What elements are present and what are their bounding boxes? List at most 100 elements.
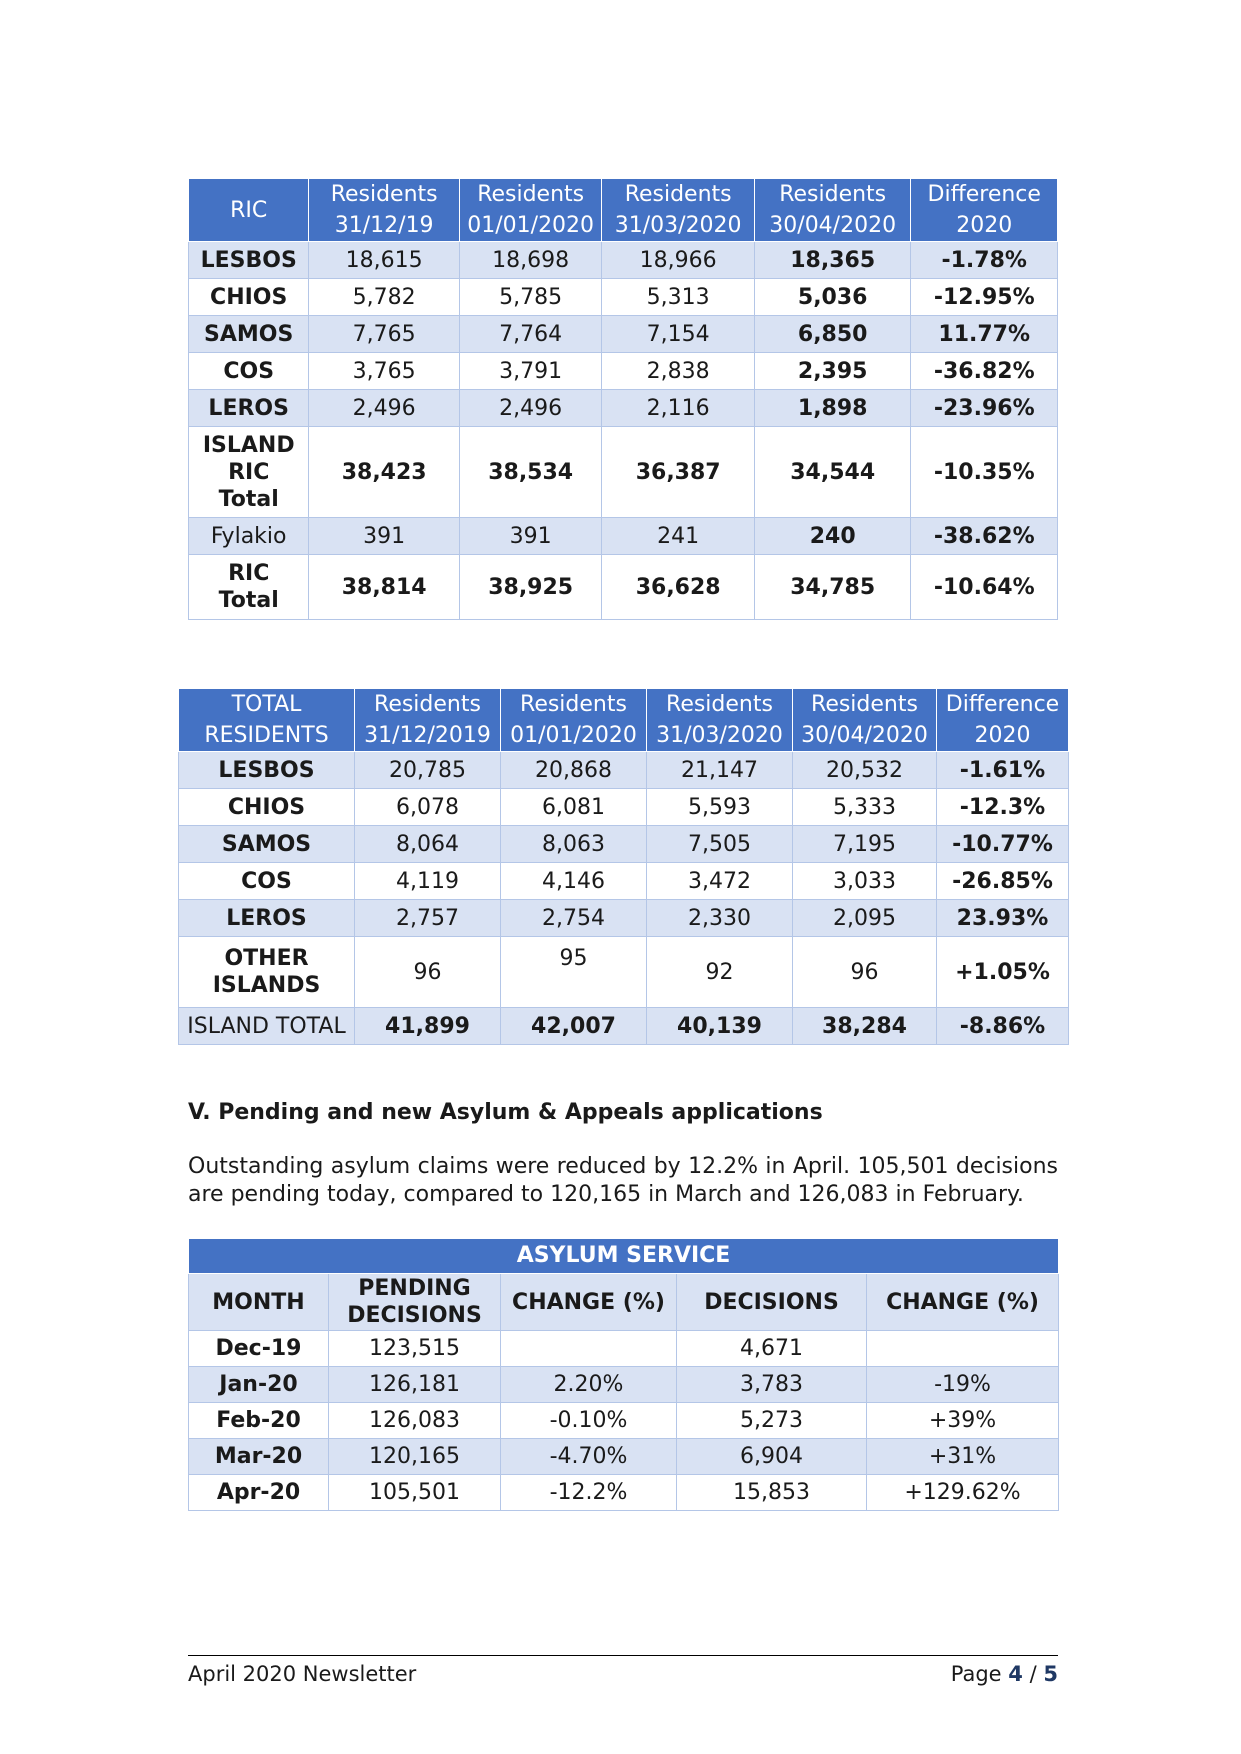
column-header: CHANGE (%): [500, 1273, 677, 1331]
table-row: LESBOS 20,785 20,868 21,147 20,532 -1.61…: [178, 751, 1069, 789]
column-header: Residents 30/04/2020: [753, 178, 912, 242]
column-header: Residents 30/04/2020: [792, 688, 937, 752]
page-label: Page: [950, 1662, 1002, 1686]
table-cell: 20,532: [792, 751, 937, 789]
row-label: ISLAND RIC Total: [187, 426, 310, 518]
table-cell: 2,395: [753, 352, 912, 390]
row-label: CHIOS: [187, 278, 310, 316]
difference-cell: +1.05%: [936, 936, 1069, 1008]
ric-residents-table: RIC Residents 31/12/19 Residents 01/01/2…: [187, 178, 1058, 620]
page-number: Page 4 / 5: [951, 1662, 1058, 1686]
table-cell: 241: [601, 517, 755, 555]
table-cell: 2,496: [458, 389, 603, 427]
table-cell: 38,423: [308, 426, 460, 518]
table-row: SAMOS 7,765 7,764 7,154 6,850 11.77%: [187, 315, 1058, 353]
row-label: RIC Total: [187, 554, 310, 620]
table-cell: 5,782: [308, 278, 460, 316]
table-cell: 3,791: [458, 352, 603, 390]
row-label: CHIOS: [178, 788, 355, 826]
footer-divider: [188, 1655, 1058, 1656]
table-cell: -19%: [865, 1366, 1060, 1403]
table-cell: 3,033: [792, 862, 937, 900]
difference-cell: -1.61%: [936, 751, 1069, 789]
table-cell: 92: [646, 936, 793, 1008]
row-label: SAMOS: [178, 825, 355, 863]
table-cell: 2,496: [308, 389, 460, 427]
table-cell: 20,868: [500, 751, 647, 789]
table-cell: 6,850: [753, 315, 912, 353]
table-row: CHIOS 5,782 5,785 5,313 5,036 -12.95%: [187, 278, 1058, 316]
table-cell: 105,501: [328, 1474, 501, 1511]
table-cell: 3,765: [308, 352, 460, 390]
table-cell: 96: [792, 936, 937, 1008]
table-cell: 1,898: [753, 389, 912, 427]
table-cell: 2.20%: [500, 1366, 677, 1403]
row-label: Apr-20: [188, 1474, 329, 1511]
column-header: Residents 01/01/2020: [458, 178, 603, 242]
table-cell: 38,534: [458, 426, 603, 518]
table-cell: 15,853: [676, 1474, 867, 1511]
table-cell: 5,273: [676, 1402, 867, 1439]
difference-cell: -1.78%: [910, 241, 1058, 279]
column-header: PENDING DECISIONS: [328, 1273, 501, 1331]
table-cell: 2,330: [646, 899, 793, 937]
table-cell: 40,139: [646, 1007, 793, 1045]
difference-cell: 23.93%: [936, 899, 1069, 937]
table-row: Dec-19 123,515 4,671: [188, 1330, 1060, 1367]
table-cell: 18,966: [601, 241, 755, 279]
difference-cell: -12.95%: [910, 278, 1058, 316]
row-label: COS: [178, 862, 355, 900]
table-cell: 18,698: [458, 241, 603, 279]
table-cell: 34,544: [753, 426, 912, 518]
table-cell: 240: [753, 517, 912, 555]
column-header: DECISIONS: [676, 1273, 867, 1331]
table-cell: -12.2%: [500, 1474, 677, 1511]
table-cell: 38,814: [308, 554, 460, 620]
table-cell: 5,593: [646, 788, 793, 826]
table-cell: 41,899: [354, 1007, 501, 1045]
table-cell: 391: [458, 517, 603, 555]
difference-cell: -8.86%: [936, 1007, 1069, 1045]
table-row: Apr-20 105,501 -12.2% 15,853 +129.62%: [188, 1474, 1060, 1511]
table-cell: -0.10%: [500, 1402, 677, 1439]
table-cell: 18,365: [753, 241, 912, 279]
table-cell: +129.62%: [865, 1474, 1060, 1511]
table-cell: 5,313: [601, 278, 755, 316]
row-label: Feb-20: [188, 1402, 329, 1439]
table-cell: 2,754: [500, 899, 647, 937]
table-header-row: TOTAL RESIDENTS Residents 31/12/2019 Res…: [178, 688, 1069, 752]
table-cell: 38,284: [792, 1007, 937, 1045]
column-header: MONTH: [188, 1273, 329, 1331]
table-cell: 4,146: [500, 862, 647, 900]
table-cell: [500, 1330, 677, 1367]
table-cell: 123,515: [328, 1330, 501, 1367]
table-cell: 42,007: [500, 1007, 647, 1045]
table-cell: 126,181: [328, 1366, 501, 1403]
table-row: COS 3,765 3,791 2,838 2,395 -36.82%: [187, 352, 1058, 390]
column-header: TOTAL RESIDENTS: [178, 688, 355, 752]
difference-cell: -10.64%: [910, 554, 1058, 620]
table-cell: 126,083: [328, 1402, 501, 1439]
page-total: 5: [1043, 1662, 1058, 1686]
table-cell: 7,764: [458, 315, 603, 353]
column-header: Residents 31/12/2019: [354, 688, 501, 752]
table-cell: +31%: [865, 1438, 1060, 1475]
table-row: OTHER ISLANDS 96 95 92 96 +1.05%: [178, 936, 1069, 1008]
table-cell: 4,119: [354, 862, 501, 900]
table-row: Mar-20 120,165 -4.70% 6,904 +31%: [188, 1438, 1060, 1475]
table-cell: 5,333: [792, 788, 937, 826]
difference-cell: -38.62%: [910, 517, 1058, 555]
column-header: Residents 01/01/2020: [500, 688, 647, 752]
table-cell: 18,615: [308, 241, 460, 279]
row-label: OTHER ISLANDS: [178, 936, 355, 1008]
table-cell: [865, 1330, 1060, 1367]
table-cell: 38,925: [458, 554, 603, 620]
table-cell: 7,765: [308, 315, 460, 353]
column-header: Difference 2020: [910, 178, 1058, 242]
difference-cell: -36.82%: [910, 352, 1058, 390]
table-row: Fylakio 391 391 241 240 -38.62%: [187, 517, 1058, 555]
table-cell: 7,195: [792, 825, 937, 863]
table-cell: 36,628: [601, 554, 755, 620]
table-cell: 6,904: [676, 1438, 867, 1475]
row-label: Dec-19: [188, 1330, 329, 1367]
